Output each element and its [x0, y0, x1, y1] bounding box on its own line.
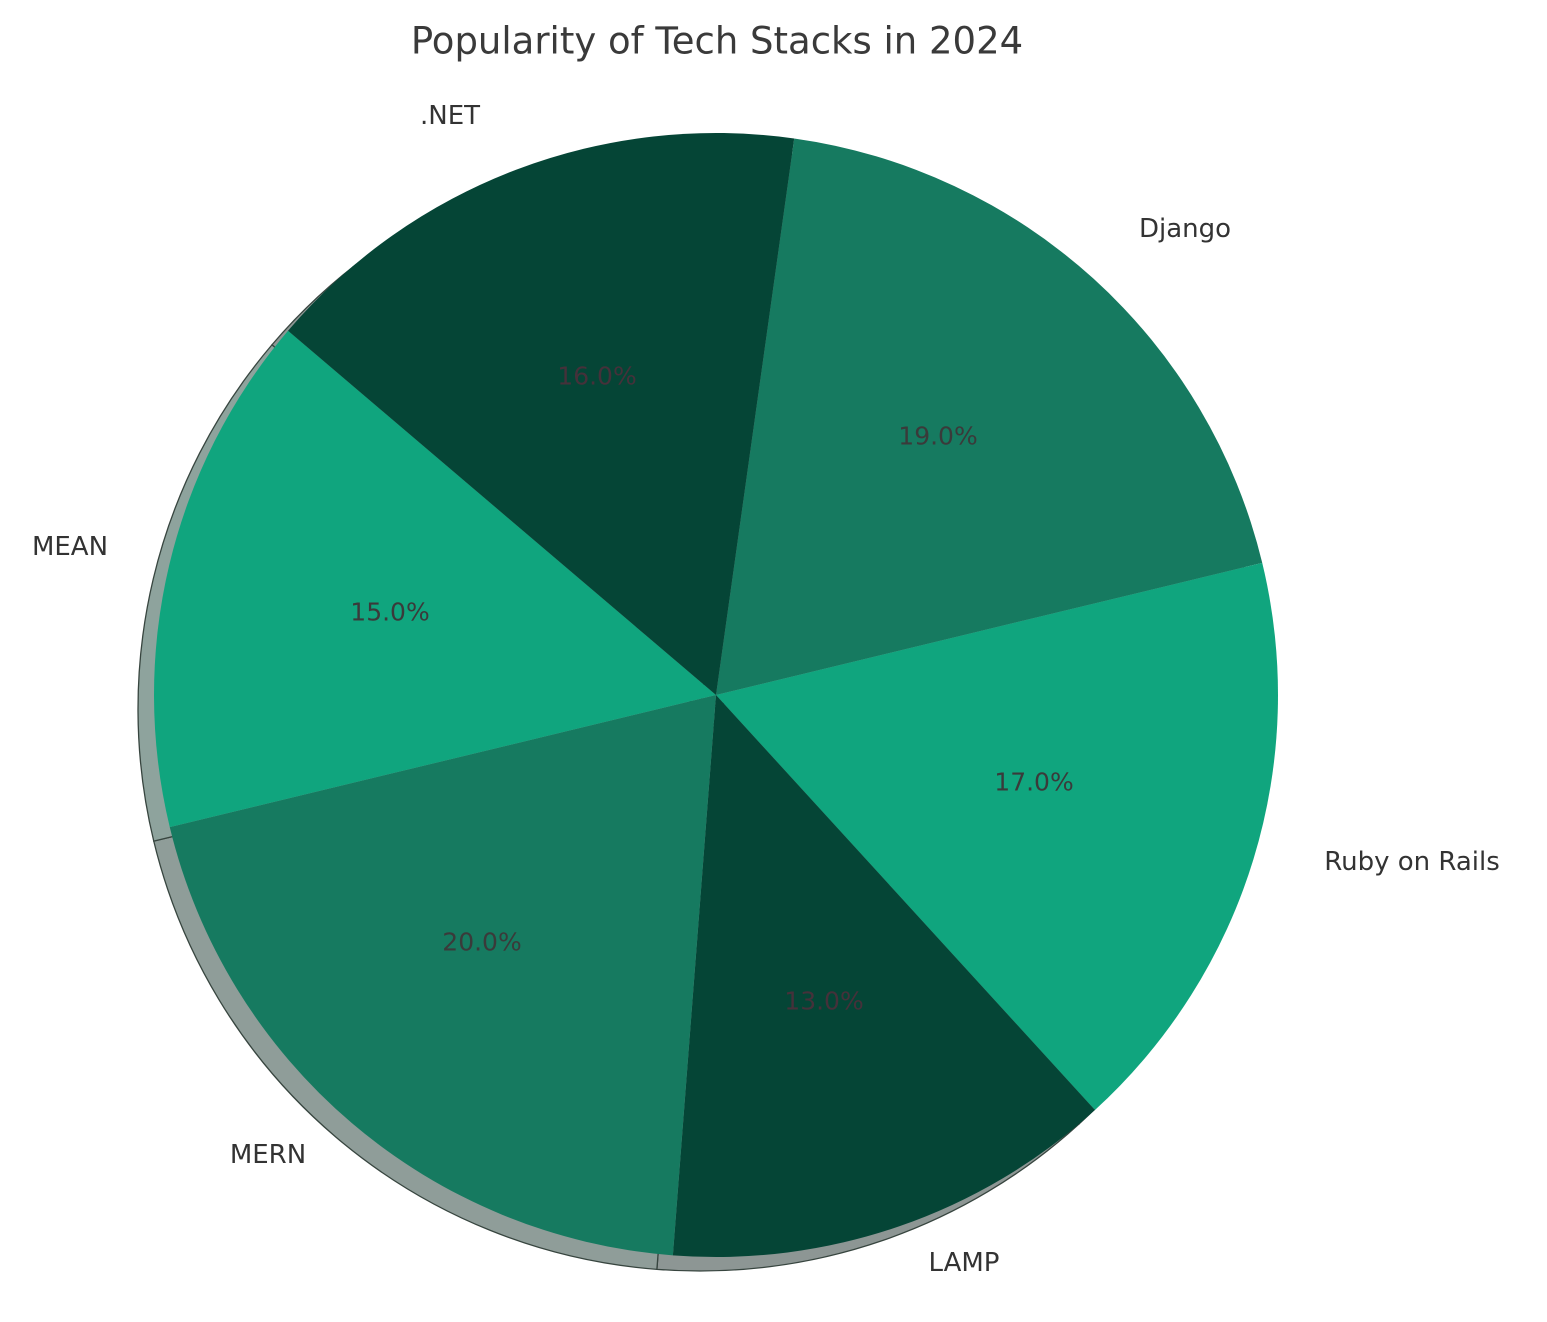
slice-percent-django: 19.0%	[898, 421, 978, 451]
pie-wedges	[154, 133, 1278, 1257]
slice-percent-lamp: 13.0%	[784, 986, 864, 1016]
slice-label-dotnet: .NET	[419, 101, 481, 131]
slice-percent-mern: 20.0%	[442, 927, 522, 957]
pie-slice-django	[716, 138, 1263, 696]
slice-label-django: Django	[1138, 214, 1232, 244]
chart-title: Popularity of Tech Stacks in 2024	[410, 19, 1024, 63]
slice-label-lamp: LAMP	[928, 1248, 1000, 1278]
slice-percent-dotnet: 16.0%	[557, 361, 637, 391]
pie-slice-lamp	[672, 695, 1095, 1257]
slice-percent-mean: 15.0%	[350, 597, 430, 627]
pie-slice-net	[288, 133, 795, 695]
pie-slice-mern	[169, 695, 716, 1256]
slice-percent-ruby-on-rails: 17.0%	[994, 767, 1074, 797]
pie-slice-ruby-on-rails	[716, 562, 1278, 1111]
slice-label-ruby-on-rails: Ruby on Rails	[1324, 847, 1500, 877]
slice-label-mern: MERN	[229, 1140, 307, 1170]
slice-label-mean: MEAN	[31, 532, 109, 562]
pie-slice-mean	[154, 330, 716, 828]
